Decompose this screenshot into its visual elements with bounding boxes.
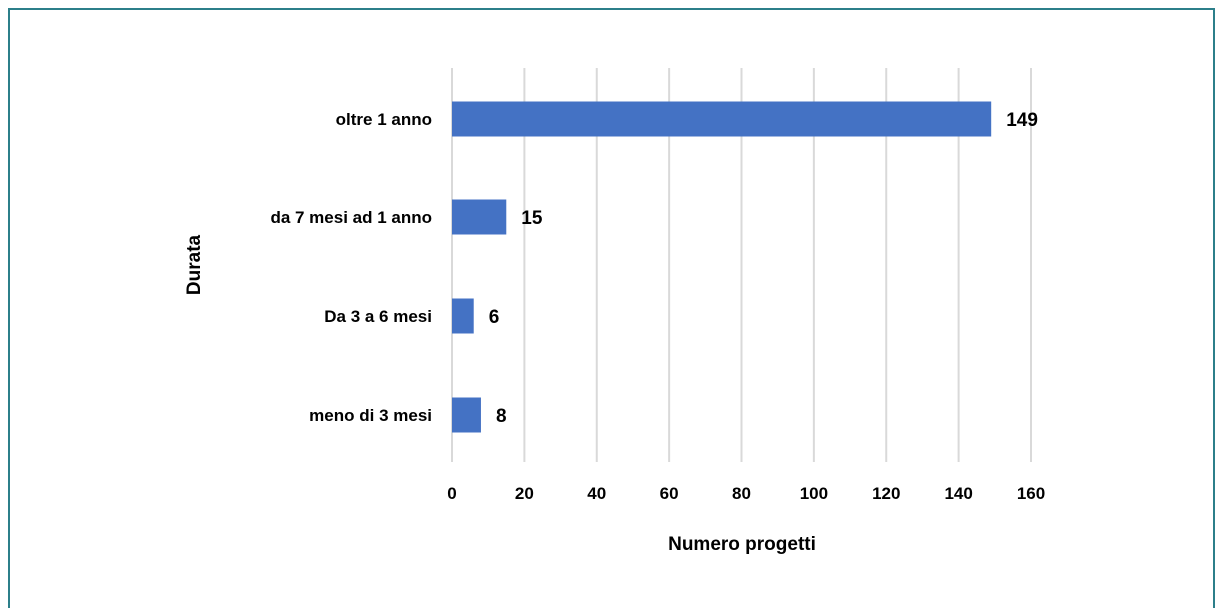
x-tick-label-120: 120	[872, 484, 900, 503]
data-labels: 149 15 6 8	[489, 110, 1038, 427]
bars	[452, 101, 992, 433]
bar-1	[452, 199, 507, 235]
bar-0	[452, 101, 992, 137]
x-tick-label-80: 80	[732, 484, 751, 503]
x-tick-label-140: 140	[944, 484, 972, 503]
category-label-1: da 7 mesi ad 1 anno	[270, 208, 432, 227]
bar-2	[452, 298, 474, 334]
x-tick-label-100: 100	[800, 484, 828, 503]
category-label-2: Da 3 a 6 mesi	[324, 307, 432, 326]
data-label-3: 8	[496, 406, 507, 427]
data-label-2: 6	[489, 307, 500, 328]
x-tick-label-40: 40	[587, 484, 606, 503]
category-label-0: oltre 1 anno	[336, 110, 432, 129]
x-axis-title: Numero progetti	[668, 534, 816, 555]
category-labels: oltre 1 anno da 7 mesi ad 1 anno Da 3 a 6 …	[270, 110, 432, 425]
x-tick-label-0: 0	[447, 484, 456, 503]
x-tick-label-20: 20	[515, 484, 534, 503]
data-label-1: 15	[521, 208, 543, 229]
x-tick-labels: 0 20 40 60 80 100 120 140 160	[447, 484, 1045, 503]
x-tick-label-60: 60	[660, 484, 679, 503]
bar-3	[452, 397, 481, 433]
x-tick-label-160: 160	[1017, 484, 1045, 503]
category-label-3: meno di 3 mesi	[309, 406, 432, 425]
chart-frame	[8, 8, 1215, 608]
y-axis-title: Durata	[184, 234, 205, 295]
data-label-0: 149	[1006, 110, 1038, 131]
